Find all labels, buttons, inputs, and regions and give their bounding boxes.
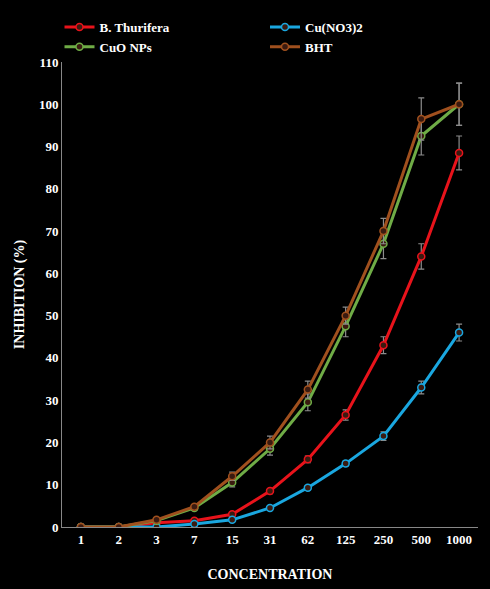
svg-text:CONCENTRATION: CONCENTRATION [208, 567, 333, 582]
svg-text:Cu(NO3)2: Cu(NO3)2 [305, 20, 363, 35]
svg-text:1: 1 [78, 532, 85, 547]
svg-text:3: 3 [153, 532, 160, 547]
svg-text:0: 0 [52, 520, 59, 535]
svg-text:BHT: BHT [305, 40, 333, 55]
svg-text:80: 80 [45, 181, 58, 196]
svg-text:100: 100 [39, 97, 59, 112]
svg-text:B. Thurifera: B. Thurifera [100, 20, 170, 35]
svg-text:20: 20 [45, 435, 58, 450]
svg-text:500: 500 [412, 532, 432, 547]
svg-text:40: 40 [45, 350, 58, 365]
svg-text:INHIBITION (%): INHIBITION (%) [12, 240, 28, 350]
svg-text:10: 10 [45, 477, 58, 492]
svg-text:2: 2 [115, 532, 122, 547]
svg-text:50: 50 [45, 308, 58, 323]
svg-text:31: 31 [264, 532, 277, 547]
svg-text:62: 62 [301, 532, 314, 547]
svg-text:15: 15 [226, 532, 240, 547]
svg-text:30: 30 [45, 393, 58, 408]
svg-text:250: 250 [374, 532, 394, 547]
svg-text:110: 110 [40, 55, 59, 70]
svg-text:1000: 1000 [446, 532, 472, 547]
svg-text:125: 125 [336, 532, 356, 547]
svg-text:60: 60 [45, 266, 58, 281]
svg-text:70: 70 [45, 224, 58, 239]
svg-text:CuO NPs: CuO NPs [100, 40, 152, 55]
svg-text:90: 90 [45, 139, 58, 154]
svg-text:7: 7 [191, 532, 198, 547]
